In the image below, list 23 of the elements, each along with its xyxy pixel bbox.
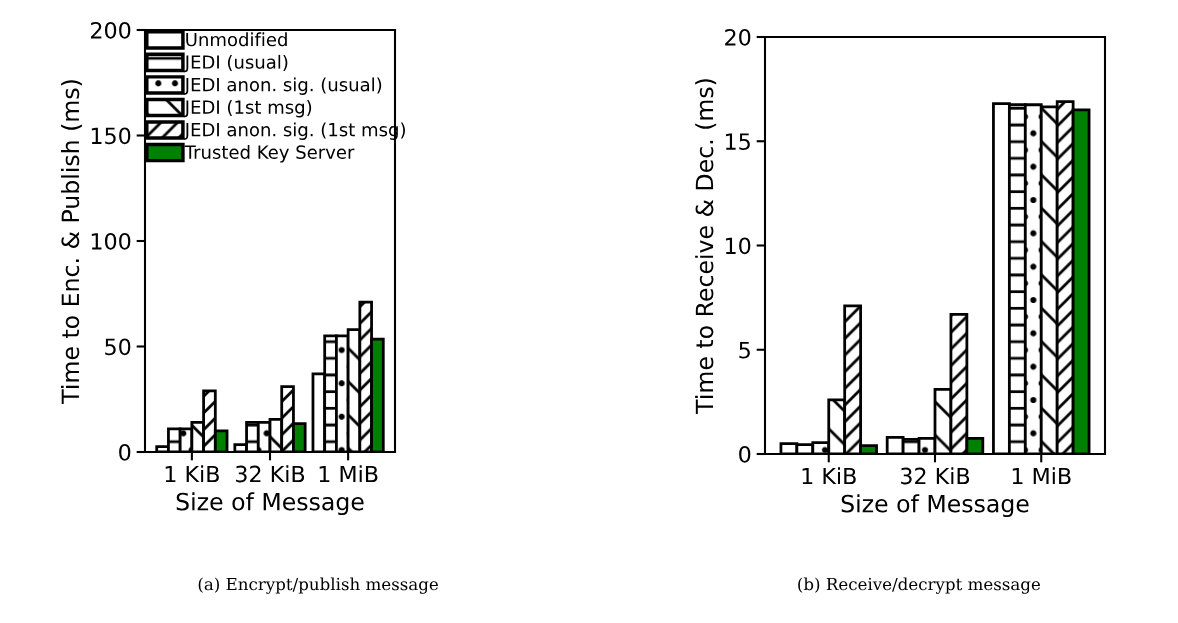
text: (b) Receive/decrypt message [798,577,1040,594]
y-tick-label: 15 [725,133,750,151]
y-tick-label: 10 [725,237,751,255]
x-axis-title: Size of Message [176,492,364,516]
x-tick-label: 1 MiB [1012,467,1071,485]
x-tick-label: 1 MiB [319,465,378,483]
y-tick-label: 50 [105,338,131,356]
x-tick-label: 32 KiB [236,465,305,483]
y-tick-label: 5 [739,341,750,359]
legend-label: Unmodified [186,32,287,47]
y-tick-label: 150 [91,127,131,145]
x-tick-label: 1 KiB [802,467,856,485]
y-tick-label: 100 [91,232,131,250]
x-tick-label: 32 KiB [901,467,970,485]
y-tick-label: 0 [739,445,751,463]
y-axis-title: Time to Receive & Dec. (ms) [695,79,717,414]
text: (a) Encrypt/publish message [198,577,438,594]
y-axis-title: Time to Enc. & Publish (ms) [60,80,83,404]
y-tick-label: 0 [119,443,131,461]
x-tick-label: 1 KiB [165,465,219,483]
y-tick-label: 20 [725,28,751,46]
y-tick-label: 200 [91,21,131,39]
x-axis-title: Size of Message [841,494,1029,518]
